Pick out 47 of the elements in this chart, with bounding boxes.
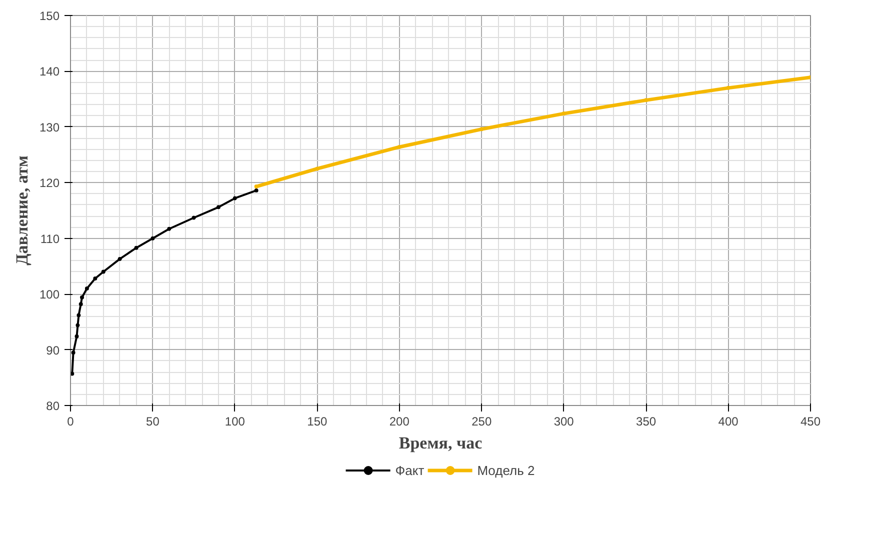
x-tick-label: 100 bbox=[224, 414, 246, 428]
x-tick-label: 150 bbox=[307, 414, 328, 428]
point bbox=[101, 270, 106, 274]
point bbox=[726, 86, 730, 90]
point bbox=[644, 98, 648, 102]
point bbox=[315, 166, 320, 171]
point bbox=[167, 226, 172, 231]
point bbox=[84, 286, 89, 290]
point bbox=[70, 372, 74, 376]
point bbox=[480, 127, 484, 132]
point bbox=[232, 196, 237, 200]
x-tick-label: 200 bbox=[389, 414, 410, 428]
y-tick-label: 90 bbox=[46, 343, 60, 358]
point bbox=[216, 205, 220, 210]
y-tick-label: 150 bbox=[39, 9, 60, 23]
x-tick-label: 0 bbox=[67, 414, 74, 428]
point bbox=[93, 276, 98, 280]
point bbox=[78, 302, 83, 306]
point bbox=[192, 216, 196, 220]
point bbox=[134, 246, 138, 250]
x-tick-label: 250 bbox=[472, 414, 492, 428]
point bbox=[118, 256, 122, 261]
y-tick-label: 80 bbox=[46, 399, 60, 413]
point bbox=[74, 334, 79, 338]
x-tick-label: 300 bbox=[554, 414, 574, 428]
y-tick-label: 100 bbox=[39, 288, 60, 302]
y-tick-label: 140 bbox=[39, 64, 60, 79]
x-axis-title: Время, час bbox=[398, 434, 483, 452]
x-tick-label: 50 bbox=[146, 414, 160, 428]
point bbox=[150, 236, 155, 240]
x-tick-label: 450 bbox=[800, 414, 821, 428]
legend-label: Факт bbox=[395, 462, 424, 478]
legend-label: Модель 2 bbox=[477, 462, 535, 478]
point bbox=[71, 350, 76, 355]
y-tick-label: 110 bbox=[40, 232, 60, 246]
point bbox=[254, 184, 258, 189]
y-tick-label: 130 bbox=[39, 120, 60, 134]
x-tick-label: 350 bbox=[636, 414, 656, 428]
point bbox=[397, 144, 402, 149]
point bbox=[76, 323, 80, 328]
point bbox=[80, 295, 84, 300]
x-tick-label: 400 bbox=[718, 414, 739, 428]
point bbox=[254, 188, 258, 192]
y-tick-label: 120 bbox=[39, 176, 60, 190]
point bbox=[562, 112, 566, 116]
y-axis-title: Давление, атм bbox=[12, 155, 32, 266]
point bbox=[76, 313, 81, 318]
